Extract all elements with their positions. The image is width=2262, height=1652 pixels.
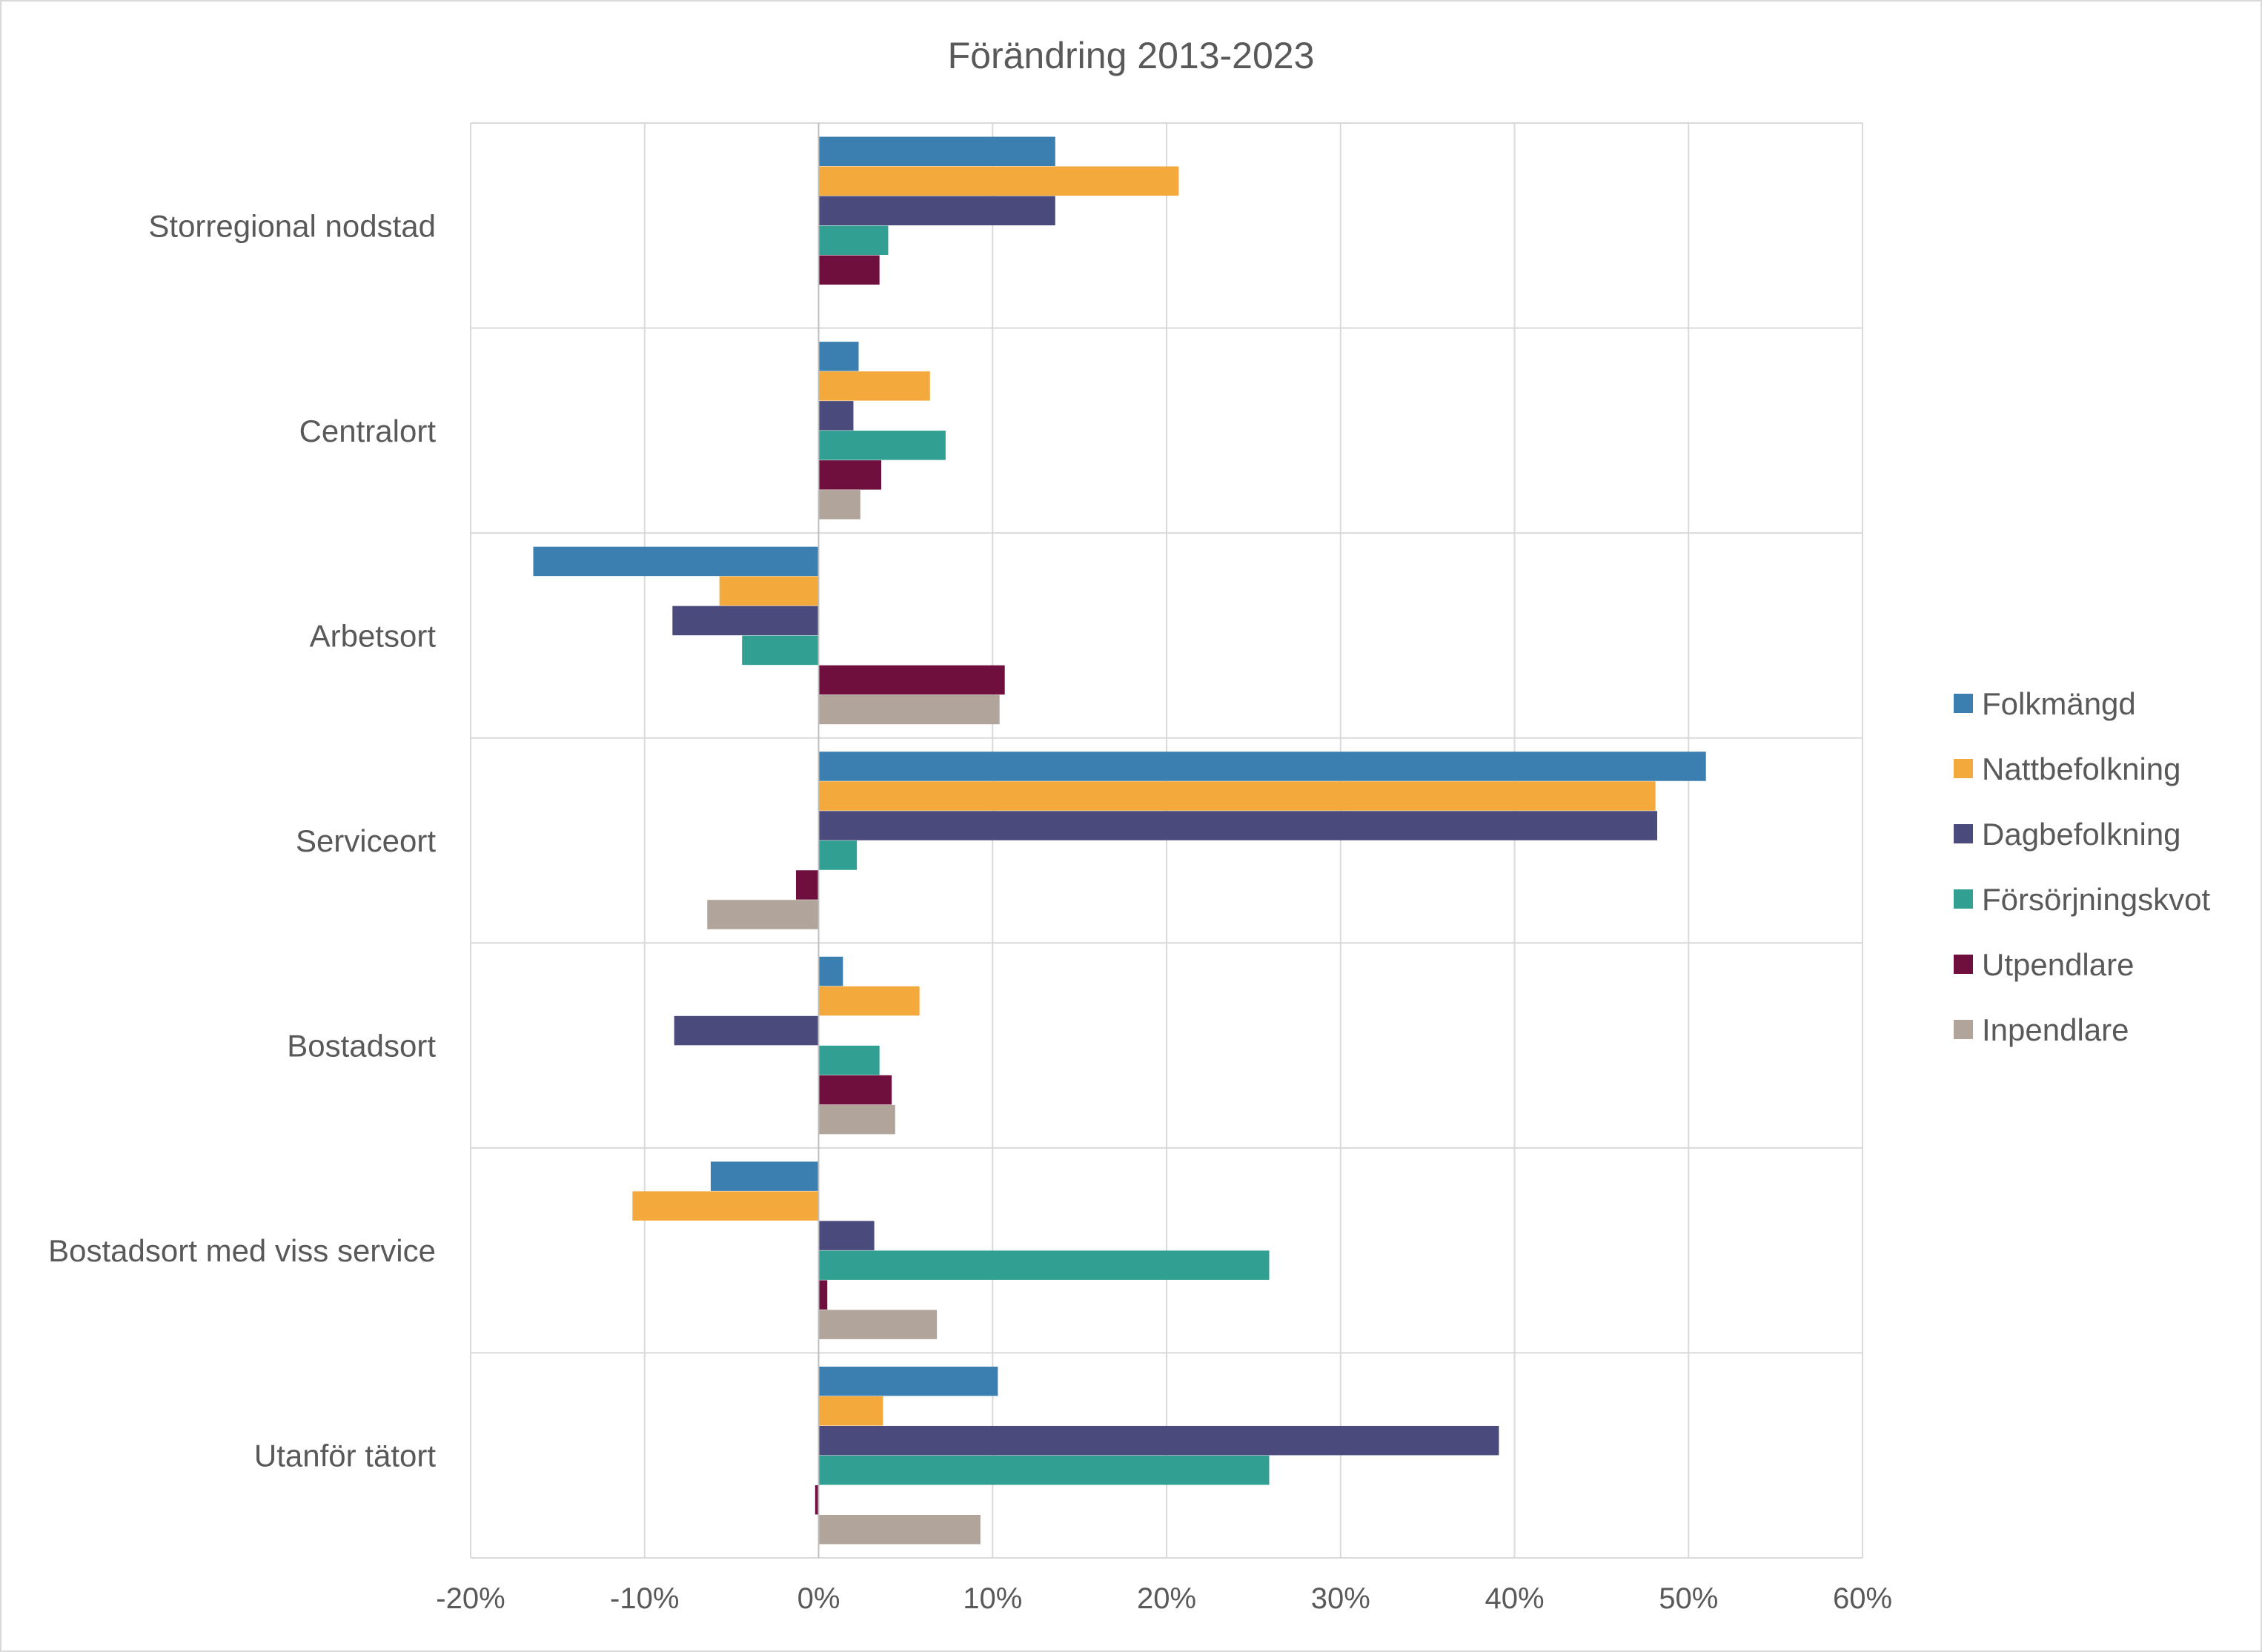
legend-swatch [1954,889,1973,909]
bar [707,900,819,929]
bar [818,401,854,431]
bar [672,606,819,636]
bar [674,1015,819,1046]
bar [818,1310,938,1339]
bar [818,1514,981,1545]
bar [818,371,930,401]
legend: Folkmängd Nattbefolkning Dagbefolkning Förs… [1954,686,2210,1047]
category-label: Utanför tätort [254,1439,436,1473]
bar [818,196,1055,226]
bar [818,255,880,285]
bar [818,1221,875,1250]
bar [818,1396,883,1426]
bar [632,1191,819,1221]
category-label: Bostadsort med viss service [48,1233,436,1268]
category-label: Arbetsort [310,618,437,653]
bars [533,136,1706,1545]
bar [742,635,819,666]
bar [818,1280,828,1310]
legend-label: Dagbefolkning [1982,817,2181,852]
legend-label: Utpendlare [1982,947,2134,982]
grid [470,122,1863,1559]
x-tick-label: 10% [963,1582,1022,1615]
bar [815,1485,819,1515]
bar [710,1161,819,1191]
legend-swatch [1954,759,1973,778]
bar [818,1250,1270,1280]
x-tick-label: 0% [797,1582,840,1615]
x-tick-label: 50% [1659,1582,1718,1615]
legend-label: Försörjningskvot [1982,882,2210,917]
bar [818,490,860,520]
bar [818,1455,1270,1485]
bar [818,342,859,371]
bar [818,956,843,986]
bar [818,1075,892,1105]
bar [818,431,946,460]
category-label: Serviceort [296,823,436,858]
bar [719,576,819,606]
x-tick-label: 60% [1833,1582,1892,1615]
bar [818,460,882,490]
legend-swatch [1954,955,1973,974]
bar [818,1045,880,1075]
category-label: Storregional nodstad [148,208,436,243]
x-tick-label: -10% [610,1582,679,1615]
bar [818,986,920,1016]
bar [818,665,1005,695]
x-tick-label: -20% [436,1582,505,1615]
x-tick-label: 20% [1137,1582,1196,1615]
bar [818,225,889,256]
category-label: Centralort [299,414,437,448]
legend-label: Nattbefolkning [1982,752,2181,786]
bar [818,781,1656,811]
bar [818,1104,895,1135]
category-label: Bostadsort [287,1029,436,1064]
bar [818,694,1000,725]
bar [795,870,819,900]
legend-swatch [1954,694,1973,713]
bar [818,840,858,870]
bar [533,546,819,577]
bar [818,1366,998,1396]
bar [818,136,1055,167]
chart-title: Förändring 2013-2023 [948,35,1315,76]
axes: -20% -10% 0% 10% 20% 30% 40% 50% 60% Storregional… [48,123,1892,1615]
bar [818,166,1179,196]
bar [818,811,1657,840]
legend-label: Folkmängd [1982,686,2136,721]
x-tick-label: 40% [1485,1582,1544,1615]
legend-swatch [1954,824,1973,843]
bar [818,1425,1499,1456]
bar [818,752,1706,781]
legend-swatch [1954,1020,1973,1039]
legend-label: Inpendlare [1982,1012,2129,1047]
x-tick-label: 30% [1311,1582,1370,1615]
